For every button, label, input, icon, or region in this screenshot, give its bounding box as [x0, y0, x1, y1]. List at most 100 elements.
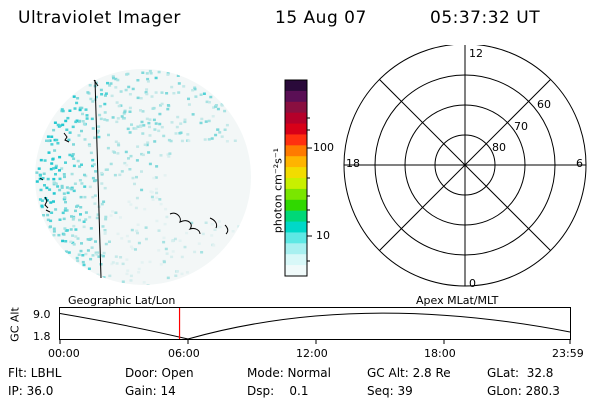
uv-speckle: [64, 161, 67, 164]
uv-speckle: [183, 120, 187, 124]
uv-speckle: [218, 131, 222, 134]
uv-speckle: [78, 218, 81, 222]
uv-speckle: [141, 153, 145, 157]
uv-speckle: [97, 255, 101, 258]
colorbar-cell: [285, 210, 307, 223]
uv-speckle: [94, 95, 98, 99]
uv-speckle: [128, 106, 132, 110]
uv-speckle: [89, 227, 93, 230]
uv-speckle: [57, 233, 61, 237]
uv-speckle: [116, 152, 120, 155]
uv-speckle: [166, 107, 170, 111]
uv-speckle: [130, 123, 133, 126]
uv-speckle: [124, 150, 128, 154]
uv-speckle: [143, 207, 147, 211]
uv-speckle: [207, 138, 211, 141]
uv-speckle: [204, 120, 208, 123]
timeline-xtick-2359: 23:59: [552, 347, 584, 360]
uv-speckle: [41, 177, 45, 180]
uv-speckle: [129, 274, 133, 278]
uv-speckle: [52, 182, 56, 186]
status-glat: GLat: 32.8: [487, 366, 554, 380]
uv-speckle: [123, 110, 127, 114]
uv-speckle: [140, 188, 144, 192]
uv-speckle: [93, 202, 97, 205]
uv-speckle: [162, 236, 166, 240]
uv-speckle: [71, 241, 75, 245]
uv-emission-speckle: [35, 69, 241, 285]
colorbar-unit-label: photon cm⁻²s⁻¹: [271, 147, 285, 234]
uv-speckle: [38, 198, 42, 201]
uv-speckle: [80, 106, 84, 110]
uv-speckle: [154, 122, 158, 125]
uv-speckle: [111, 261, 115, 264]
uv-speckle: [185, 231, 189, 235]
earth-disk: [35, 69, 251, 285]
uv-speckle: [76, 237, 80, 240]
uv-speckle: [70, 215, 73, 218]
uv-speckle: [212, 244, 216, 247]
uv-speckle: [74, 228, 78, 231]
uv-speckle: [135, 229, 139, 233]
uv-speckle: [49, 201, 53, 204]
uv-speckle: [72, 164, 76, 168]
uv-speckle: [197, 242, 201, 245]
uv-speckle: [160, 102, 164, 106]
uv-speckle: [154, 187, 158, 191]
colorbar-tick-10: 10: [316, 229, 330, 242]
uv-speckle: [114, 86, 118, 89]
uv-speckle: [155, 196, 159, 199]
uv-speckle: [111, 75, 115, 78]
uv-speckle: [52, 233, 56, 237]
uv-speckle: [46, 177, 50, 181]
uv-speckle: [52, 128, 56, 132]
uv-speckle: [174, 274, 178, 277]
mlt-label-12: 12: [469, 47, 483, 60]
colorbar-cell: [285, 145, 307, 157]
uv-speckle: [137, 241, 141, 245]
uv-speckle: [89, 97, 93, 101]
uv-speckle: [155, 219, 159, 223]
uv-speckle: [64, 207, 68, 210]
uv-speckle: [231, 230, 235, 233]
uv-speckle: [119, 104, 123, 107]
uv-speckle: [176, 270, 179, 273]
uv-speckle: [214, 104, 218, 107]
uv-speckle: [63, 227, 67, 230]
uv-speckle: [78, 165, 82, 168]
colorbar-cell: [285, 167, 307, 179]
status-filter: Flt: LBHL: [8, 366, 62, 380]
uv-speckle: [135, 159, 139, 162]
uv-speckle: [183, 118, 187, 121]
uv-speckle: [116, 232, 120, 236]
uv-speckle: [165, 252, 169, 255]
uv-speckle: [77, 134, 81, 137]
uv-speckle: [118, 173, 122, 177]
uv-speckle: [114, 211, 118, 214]
uv-speckle: [146, 77, 150, 81]
uv-speckle: [91, 127, 95, 130]
uv-speckle: [165, 92, 169, 95]
uv-speckle: [68, 131, 72, 134]
uv-speckle: [46, 213, 50, 217]
uv-speckle: [86, 91, 90, 94]
uv-speckle: [168, 152, 172, 155]
uv-speckle: [109, 162, 113, 166]
uv-speckle: [141, 132, 145, 135]
uv-speckle: [110, 262, 114, 266]
uv-speckle: [61, 239, 65, 243]
uv-speckle: [103, 118, 107, 121]
uv-speckle: [103, 111, 107, 114]
uv-speckle: [163, 222, 167, 226]
uv-speckle: [158, 112, 162, 116]
uv-speckle: [173, 237, 177, 241]
uv-speckle: [148, 125, 151, 129]
uv-speckle: [213, 228, 217, 231]
uv-speckle: [99, 254, 103, 257]
uv-speckle: [73, 182, 77, 185]
uv-speckle: [146, 80, 150, 83]
uv-speckle: [88, 185, 92, 189]
uv-speckle: [93, 136, 97, 139]
timeline-xtick-0000: 00:00: [48, 347, 80, 360]
uv-speckle: [127, 200, 131, 203]
